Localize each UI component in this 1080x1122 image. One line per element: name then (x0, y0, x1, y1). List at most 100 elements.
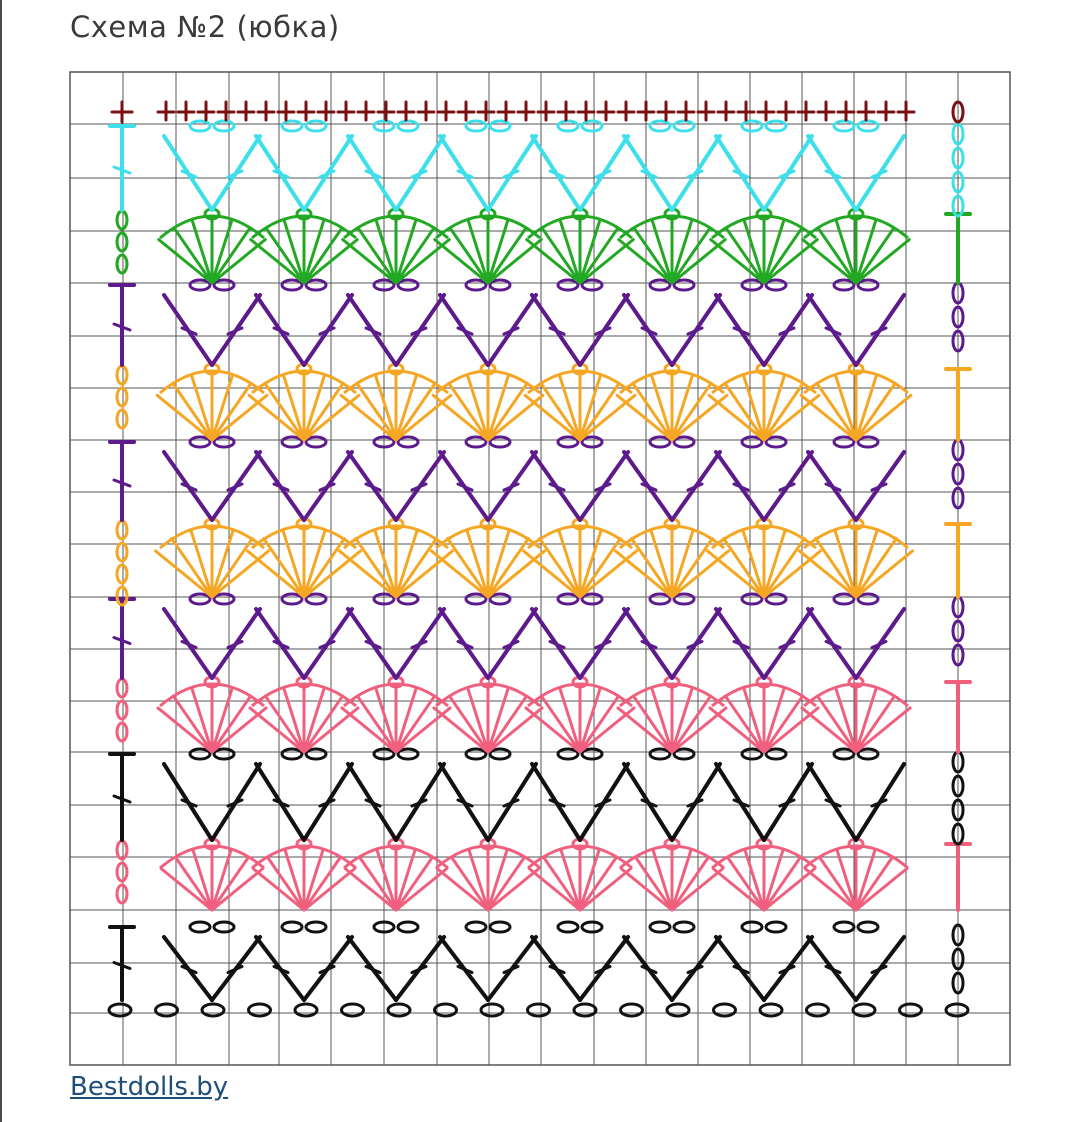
shell-stitch (282, 374, 306, 442)
shell-stitch (524, 706, 582, 754)
shell-stitch (834, 687, 858, 754)
shell-stitch (578, 855, 618, 912)
shell-stitch (486, 381, 529, 442)
vee-chain (188, 747, 212, 761)
shell-stitch (708, 706, 766, 754)
shell-stitch (762, 694, 805, 754)
shell-stitch (210, 381, 253, 442)
vee-chain (212, 747, 236, 761)
shell-stitch (540, 226, 582, 285)
shell-stitch (854, 549, 915, 599)
shell-stitch (354, 537, 398, 599)
shell-stitch (705, 549, 766, 599)
vee-tick (180, 798, 198, 808)
shell-stitch (302, 537, 346, 599)
shell-stitch (707, 393, 766, 442)
shell-stitch (542, 855, 582, 912)
vee-chain (372, 119, 396, 133)
shell-stitch (723, 694, 766, 754)
vee-chain (764, 747, 788, 761)
foundation-chain-stitch (107, 1002, 133, 1018)
shell-stitch (762, 226, 804, 285)
shell-stitch (155, 393, 214, 442)
turning-stitch (112, 636, 132, 645)
vee-chain (280, 920, 304, 934)
vee-chain (580, 747, 604, 761)
foundation-chain-stitch (433, 1002, 458, 1018)
shell-stitch (854, 537, 898, 599)
vee-chain (832, 592, 856, 606)
shell-stitch (854, 694, 897, 754)
shell-arc (619, 844, 725, 870)
shell-stitch (578, 537, 622, 599)
vee-chain (648, 592, 672, 606)
vee-tick (870, 965, 888, 974)
vee-chain (832, 747, 856, 761)
vee-tick (824, 965, 842, 974)
vee-tick (410, 798, 428, 808)
shell-stitch (670, 219, 694, 285)
shell-stitch (172, 226, 214, 285)
vee-tick (686, 482, 704, 492)
shell-stitch (650, 374, 674, 442)
shell-stitch (247, 393, 306, 442)
shell-stitch (650, 219, 674, 285)
shell-stitch (619, 867, 674, 912)
edge-chain (951, 798, 965, 822)
edge-chain (951, 619, 965, 643)
edge-chain (951, 122, 965, 146)
shell-stitch (355, 381, 398, 442)
edge-chain (115, 721, 129, 743)
vee-tick (870, 169, 888, 179)
shell-arc (803, 682, 909, 708)
shell-stitch (762, 374, 786, 442)
vee-tick (502, 965, 520, 974)
shell-stitch (854, 226, 896, 285)
shell-stitch (762, 219, 786, 285)
shell-arc (343, 214, 449, 240)
shell-stitch (670, 855, 710, 912)
shell-stitch (486, 848, 509, 912)
vee-chain (488, 119, 512, 133)
vee-tick (226, 169, 244, 179)
shell-stitch (447, 381, 490, 442)
shell-stitch (709, 238, 766, 285)
shell-arc (251, 844, 357, 870)
shell-arc (803, 844, 909, 870)
shell-stitch (854, 706, 912, 754)
vee-chain (396, 435, 420, 449)
source-link[interactable]: Bestdolls.by (70, 1072, 229, 1102)
vee-tick (502, 169, 520, 179)
vee-tick (824, 326, 842, 336)
shell-stitch (210, 226, 252, 285)
vee-chain (280, 747, 304, 761)
vee-chain (396, 592, 420, 606)
shell-stitch (613, 549, 674, 599)
foundation-chain-stitch (898, 1002, 923, 1018)
shell-stitch (486, 855, 526, 912)
shell-stitch (450, 855, 490, 912)
foundation-chain-stitch (572, 1002, 598, 1018)
vee-tick (226, 326, 244, 336)
shell-stitch (486, 687, 510, 754)
shell-stitch (558, 219, 582, 285)
shell-stitch (615, 393, 674, 442)
foundation-chain-stitch (340, 1002, 365, 1018)
vee-chain (672, 119, 696, 133)
shell-stitch (341, 238, 398, 285)
shell-stitch (486, 537, 530, 599)
shell-stitch (210, 374, 234, 442)
vee-chain (856, 747, 880, 761)
vee-chain (280, 119, 304, 133)
shell-arc (159, 682, 265, 708)
vee-tick (824, 482, 842, 492)
shell-stitch (190, 687, 214, 754)
vee-chain (188, 119, 212, 133)
vee-tick (548, 169, 566, 179)
shell-arc (343, 682, 449, 708)
shell-arc (159, 369, 265, 395)
shell-stitch (762, 537, 806, 599)
shell-stitch (723, 381, 766, 442)
shell-stitch (210, 867, 265, 912)
vee-chain (280, 592, 304, 606)
